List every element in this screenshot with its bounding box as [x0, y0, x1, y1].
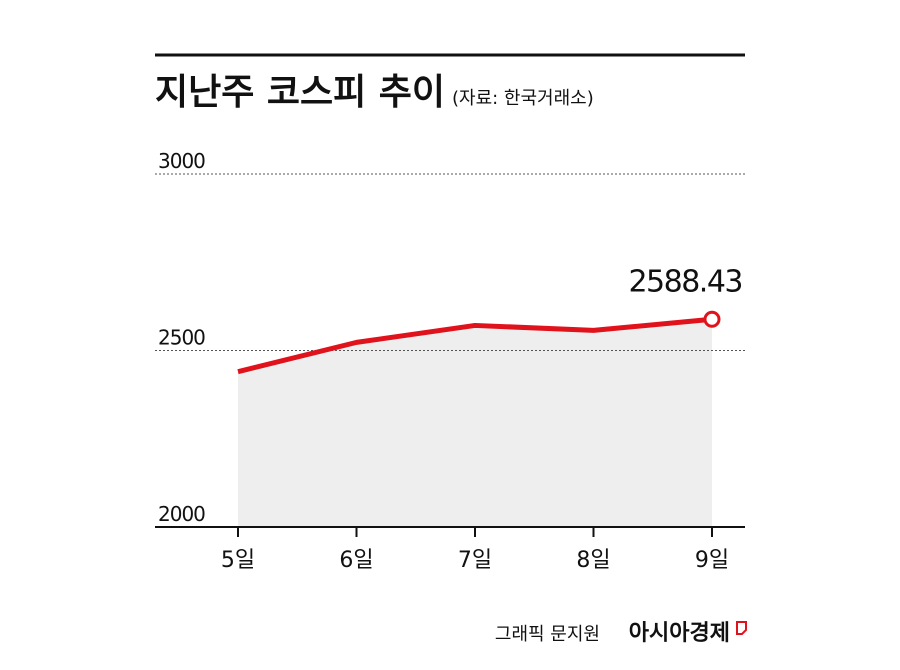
y-tick-label: 2500: [158, 326, 205, 350]
publisher: 아시아경제: [629, 621, 730, 646]
area: [238, 319, 712, 527]
x-tick-label: 5일: [221, 548, 255, 573]
y-tick-label: 3000: [158, 149, 205, 173]
data-label: 2588.43: [628, 264, 742, 299]
x-tick-label: 9일: [695, 548, 729, 573]
x-tick-label: 7일: [458, 548, 492, 573]
logo-mark: [736, 621, 747, 635]
x-tick-label: 8일: [576, 548, 610, 573]
y-tick-label: 2000: [158, 502, 205, 526]
chart-subtitle: (자료: 한국거래소): [452, 88, 594, 109]
line: [237, 316, 713, 375]
chart-title: 지난주 코스피 추이: [155, 72, 445, 113]
point: [703, 310, 721, 328]
x-tick-label: 6일: [339, 548, 373, 573]
credit: 그래픽 문지원: [495, 624, 600, 645]
